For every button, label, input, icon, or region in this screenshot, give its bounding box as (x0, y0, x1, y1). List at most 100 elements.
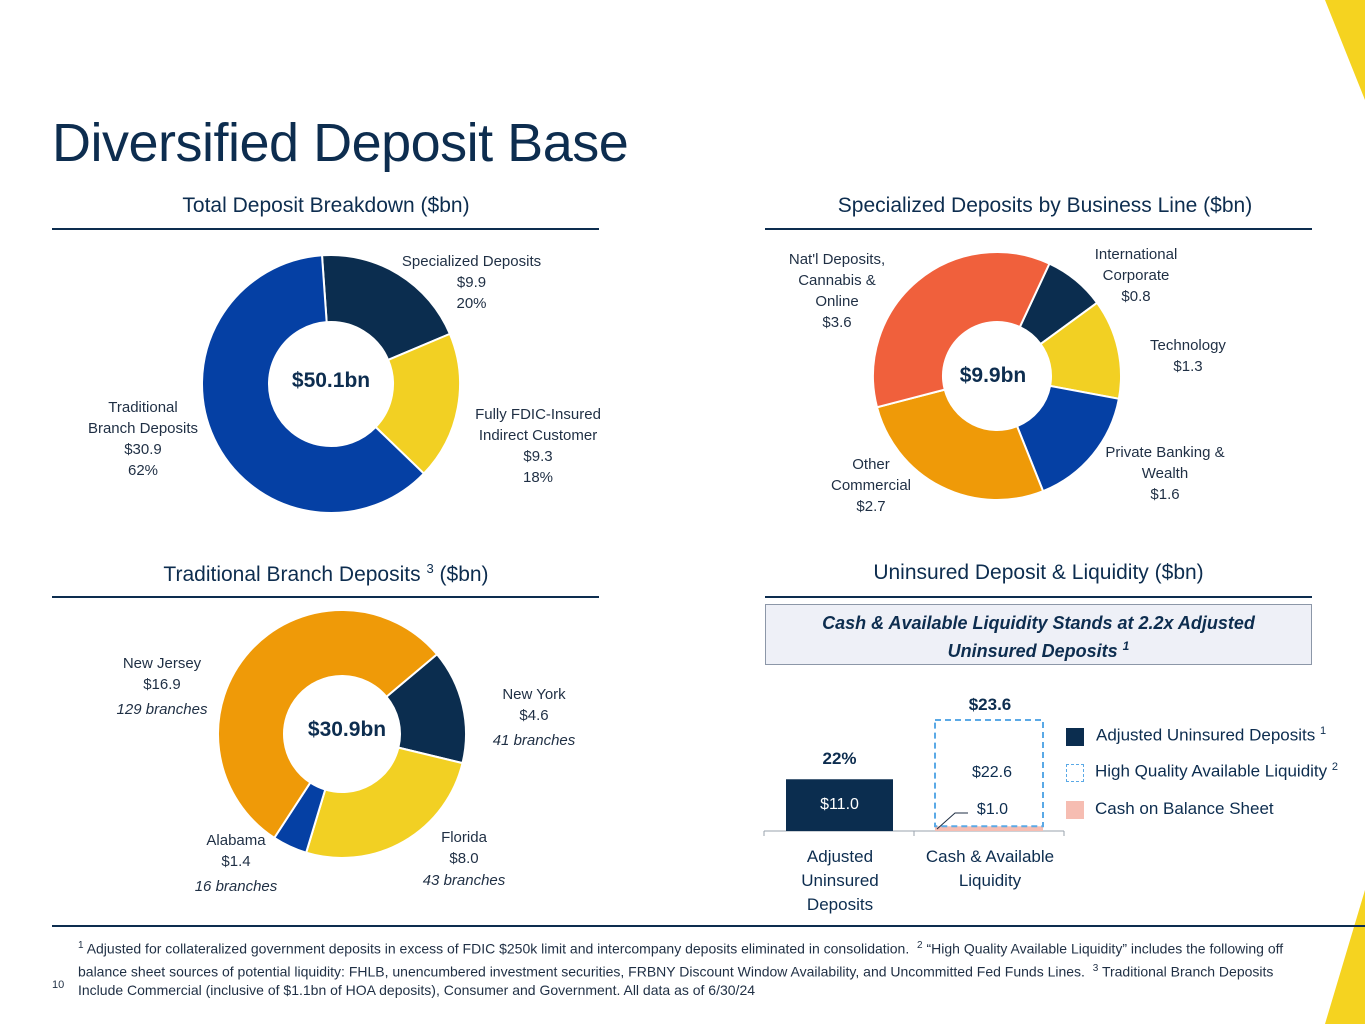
label-line: $9.3 (523, 448, 553, 465)
bar-high-quality-liquidity (934, 719, 1044, 828)
slice-label-private-banking: Private Banking & Wealth $1.6 (1098, 442, 1232, 505)
bar-label-hqla: $22.6 (971, 764, 1013, 781)
slice-label-florida: Florida $8.0 43 branches (404, 827, 524, 891)
bar-cash-on-balance-sheet (935, 826, 1043, 831)
bar-total-liquidity: $23.6 (968, 695, 1012, 714)
label-line: $9.9 (456, 274, 487, 291)
label-line: Deposits (806, 895, 874, 914)
legend-label-cash: Cash on Balance Sheet (1095, 799, 1274, 818)
label-value: $1.4 (221, 853, 251, 870)
legend-sup: 1 (1319, 725, 1327, 737)
label-branches: 43 branches (422, 872, 506, 889)
label-name: New York (502, 686, 566, 703)
slice-label-specialized: Specialized Deposits $9.9 20% (390, 251, 553, 314)
uninsured-title: Uninsured Deposit & Liquidity ($bn) (873, 561, 1204, 584)
donut3-center-label: $30.9bn (307, 718, 387, 741)
specialized-deposits-title: Specialized Deposits by Business Line ($… (837, 194, 1253, 217)
specialized-slice-nat-l-deposits-cannabis-online (872, 251, 1051, 409)
label-line: Corporate (1102, 267, 1170, 284)
label-value: $4.6 (519, 707, 549, 724)
section-rule (52, 596, 599, 598)
branch-title-text: Traditional Branch Deposits (163, 563, 421, 586)
footnote-marker: 2 (917, 940, 923, 951)
label-line: Fully FDIC-Insured (475, 406, 601, 423)
slice-label-technology: Technology $1.3 (1138, 335, 1238, 377)
label-line: Cannabis & (798, 272, 876, 289)
section-rule (765, 228, 1312, 230)
slice-label-new-jersey: New Jersey $16.9 129 branches (102, 653, 222, 720)
page-title: Diversified Deposit Base (52, 113, 629, 173)
branch-title-suffix: ($bn) (439, 563, 489, 586)
slice-label-international: International Corporate $0.8 (1076, 244, 1196, 307)
label-value: $8.0 (449, 850, 479, 867)
label-line: Online (815, 293, 859, 310)
callout-line2: Uninsured Deposits 1 (766, 635, 1311, 663)
footnote-marker: 1 (78, 940, 84, 951)
branch-title-sup: 3 (426, 561, 434, 576)
slice-label-fdic-insured: Fully FDIC-Insured Indirect Customer $9.… (468, 404, 608, 488)
callout-line2-text: Uninsured Deposits (947, 641, 1118, 661)
label-line: $2.7 (856, 498, 886, 515)
label-line: $1.3 (1173, 358, 1203, 375)
label-name: Alabama (206, 832, 266, 849)
specialized-slice-other-commercial (875, 388, 1045, 501)
label-line: Specialized Deposits (401, 253, 542, 270)
label-line: Indirect Customer (478, 427, 598, 444)
label-line: Cash & Available (925, 847, 1055, 866)
label-line: 62% (127, 462, 159, 479)
legend-sup: 2 (1331, 761, 1339, 773)
donut1-center-label: $50.1bn (291, 369, 371, 392)
slice-label-new-york: New York $4.6 41 branches (474, 684, 594, 751)
label-name: New Jersey (122, 655, 202, 672)
accent-triangle-top (1325, 0, 1365, 100)
legend-swatch-adjusted (1066, 728, 1084, 746)
label-line: Uninsured (801, 871, 879, 890)
category-label-liquidity: Cash & Available Liquidity (915, 845, 1065, 893)
callout-sup: 1 (1122, 639, 1130, 653)
bar-label-leader (936, 812, 968, 830)
footnote-text: Adjusted for collateralized government d… (86, 940, 910, 957)
branch-slice-florida (304, 746, 464, 859)
label-line: Other (852, 456, 890, 473)
label-line: Adjusted (806, 847, 874, 866)
label-line: $3.6 (822, 314, 852, 331)
label-line: Commercial (830, 477, 911, 494)
label-line: International (1094, 246, 1178, 263)
label-line: 20% (456, 295, 487, 312)
label-line: Private Banking & (1105, 444, 1225, 461)
footnote-marker: 3 (1092, 962, 1099, 974)
label-line: Wealth (1141, 465, 1189, 482)
slice-label-alabama: Alabama $1.4 16 branches (176, 830, 296, 897)
legend-label-adjusted: Adjusted Uninsured Deposits 1 (1096, 725, 1326, 746)
label-line: Nat'l Deposits, (788, 251, 886, 268)
footer-rule (52, 925, 1365, 927)
footnote: 1 Adjusted for collateralized government… (78, 936, 1288, 1000)
legend-text: High Quality Available Liquidity (1095, 761, 1328, 781)
section-rule (52, 228, 599, 230)
legend-swatch-cash (1066, 801, 1084, 819)
donut2-center-label: $9.9bn (959, 364, 1027, 387)
footnote-text: “High Quality Available Liquidity” inclu… (78, 940, 1284, 980)
bar-label-adjusted: $11.0 (820, 796, 859, 813)
liquidity-callout: Cash & Available Liquidity Stands at 2.2… (765, 604, 1312, 665)
page-number: 10 (52, 979, 65, 991)
total-deposit-slice-specialized-deposits (320, 254, 452, 362)
total-deposit-title: Total Deposit Breakdown ($bn) (182, 194, 470, 217)
accent-triangle-bottom (1325, 890, 1365, 1024)
label-line: Liquidity (958, 871, 1022, 890)
total-deposit-slice-traditional-branch-deposits (201, 254, 426, 514)
legend-swatch-hqla (1066, 764, 1084, 782)
label-branches: 129 branches (116, 701, 208, 718)
label-line: Branch Deposits (87, 420, 199, 437)
label-line: $0.8 (1121, 288, 1151, 305)
category-label-adjusted: Adjusted Uninsured Deposits (780, 845, 900, 917)
label-line: 18% (522, 469, 554, 486)
slice-label-traditional: Traditional Branch Deposits $30.9 62% (78, 397, 208, 481)
specialized-slice-private-banking-wealth (1015, 384, 1121, 493)
section-rule (765, 596, 1312, 598)
